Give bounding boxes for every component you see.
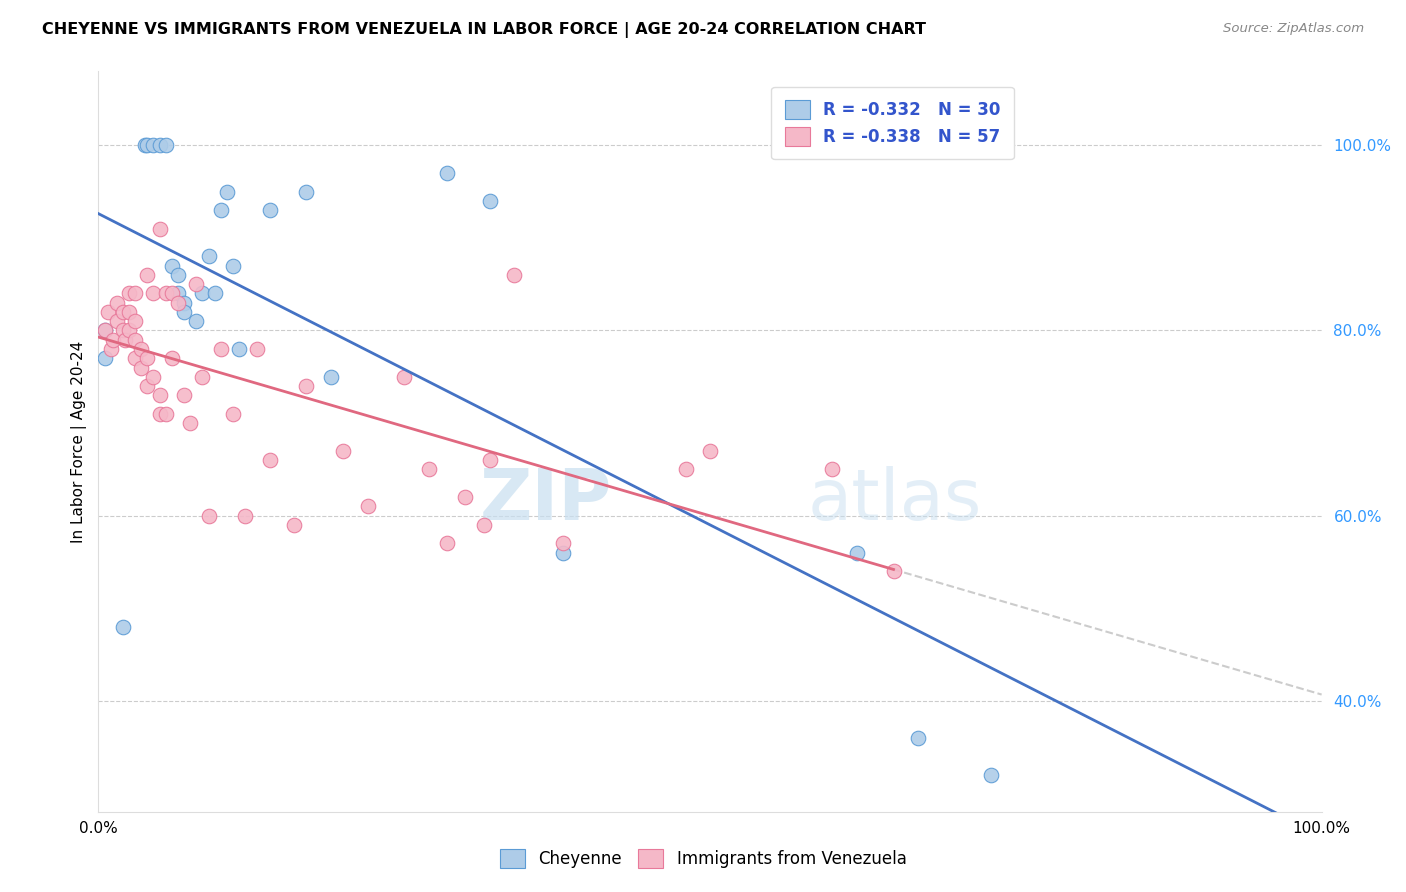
Point — [129, 360, 152, 375]
Text: ZIP: ZIP — [479, 467, 612, 535]
Point — [167, 295, 190, 310]
Point — [845, 545, 868, 560]
Point — [228, 342, 250, 356]
Point — [149, 138, 172, 153]
Point — [295, 379, 318, 393]
Point — [136, 379, 159, 393]
Point — [436, 166, 458, 180]
Point — [97, 305, 120, 319]
Point — [93, 323, 115, 337]
Point — [160, 351, 183, 366]
Text: CHEYENNE VS IMMIGRANTS FROM VENEZUELA IN LABOR FORCE | AGE 20-24 CORRELATION CHA: CHEYENNE VS IMMIGRANTS FROM VENEZUELA IN… — [42, 22, 927, 38]
Point — [136, 268, 159, 282]
Point — [222, 259, 245, 273]
Point — [173, 388, 195, 402]
Point — [204, 286, 226, 301]
Point — [209, 203, 232, 218]
Point — [209, 342, 232, 356]
Point — [93, 323, 115, 337]
Point — [197, 250, 219, 264]
Point — [155, 138, 177, 153]
Point — [101, 333, 124, 347]
Point — [222, 407, 245, 421]
Point — [179, 416, 201, 430]
Point — [259, 203, 281, 218]
Point — [186, 277, 208, 292]
Point — [129, 342, 152, 356]
Point — [197, 508, 219, 523]
Point — [980, 767, 1002, 781]
Point — [173, 305, 195, 319]
Point — [142, 286, 165, 301]
Point — [124, 351, 146, 366]
Point — [142, 138, 165, 153]
Point — [160, 286, 183, 301]
Point — [173, 295, 195, 310]
Point — [111, 620, 134, 634]
Point — [118, 286, 141, 301]
Point — [105, 295, 128, 310]
Point — [259, 453, 281, 467]
Point — [472, 517, 495, 532]
Point — [149, 407, 172, 421]
Point — [295, 185, 318, 199]
Point — [283, 517, 305, 532]
Point — [149, 221, 172, 235]
Point — [553, 536, 575, 550]
Point — [699, 443, 721, 458]
Point — [124, 314, 146, 328]
Point — [114, 333, 136, 347]
Point — [392, 369, 416, 384]
Point — [155, 286, 177, 301]
Y-axis label: In Labor Force | Age 20-24: In Labor Force | Age 20-24 — [72, 341, 87, 542]
Point — [124, 286, 146, 301]
Legend: R = -0.332   N = 30, R = -0.338   N = 57: R = -0.332 N = 30, R = -0.338 N = 57 — [772, 87, 1014, 160]
Point — [332, 443, 354, 458]
Point — [356, 500, 378, 514]
Point — [821, 462, 844, 476]
Point — [503, 268, 526, 282]
Point — [319, 369, 342, 384]
Point — [124, 333, 146, 347]
Point — [118, 323, 141, 337]
Point — [111, 305, 134, 319]
Legend: Cheyenne, Immigrants from Venezuela: Cheyenne, Immigrants from Venezuela — [494, 843, 912, 875]
Point — [160, 259, 183, 273]
Point — [191, 369, 214, 384]
Point — [454, 490, 477, 504]
Point — [100, 342, 122, 356]
Point — [105, 314, 128, 328]
Point — [675, 462, 697, 476]
Point — [142, 369, 165, 384]
Text: atlas: atlas — [808, 467, 983, 535]
Point — [167, 286, 190, 301]
Point — [136, 138, 159, 153]
Point — [134, 138, 156, 153]
Point — [246, 342, 269, 356]
Point — [111, 323, 134, 337]
Point — [149, 388, 172, 402]
Point — [186, 314, 208, 328]
Point — [93, 351, 115, 366]
Point — [883, 564, 905, 578]
Point — [436, 536, 458, 550]
Point — [136, 351, 159, 366]
Point — [478, 453, 501, 467]
Point — [907, 731, 929, 745]
Point — [418, 462, 440, 476]
Point — [155, 407, 177, 421]
Point — [478, 194, 501, 208]
Text: Source: ZipAtlas.com: Source: ZipAtlas.com — [1223, 22, 1364, 36]
Point — [215, 185, 238, 199]
Point — [553, 545, 575, 560]
Point — [167, 268, 190, 282]
Point — [233, 508, 256, 523]
Point — [191, 286, 214, 301]
Point — [118, 305, 141, 319]
